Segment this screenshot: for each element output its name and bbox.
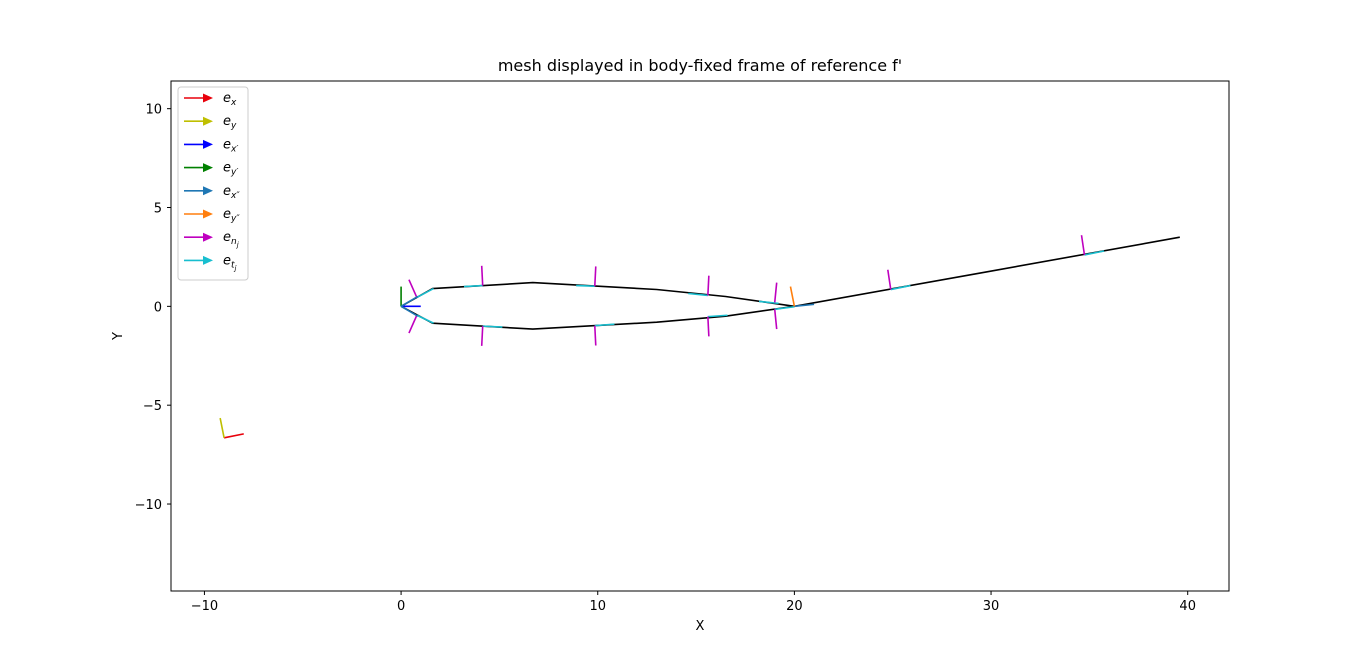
panel-normal-vector-3 [593, 266, 597, 287]
y-tick-label: −10 [135, 498, 162, 513]
x-tick-label: 20 [786, 599, 803, 614]
y-tick-label: −5 [143, 399, 162, 414]
panel-tangent-vector-9 [482, 325, 503, 328]
frame-vector-2 [219, 417, 225, 438]
legend-arrow-head [203, 209, 213, 219]
panel-normal-vector-6 [887, 269, 892, 290]
panel-tangent-vector-6 [890, 284, 911, 291]
panel-normal-vector-7 [1080, 235, 1086, 256]
panel-tangent-vector-10 [594, 323, 615, 327]
panel-tangent-vector-12 [774, 305, 795, 311]
legend-arrow-head [203, 93, 213, 103]
y-axis: −10 −5 0 5 10 [135, 103, 171, 513]
panel-tangent-vector-5 [758, 300, 779, 305]
plot-frame [170, 80, 1230, 592]
legend-arrow-head [203, 255, 213, 265]
panel-tangent-vector-4 [688, 292, 708, 297]
x-axis-label: X [696, 619, 705, 634]
x-tick-label: 30 [983, 599, 1000, 614]
legend-arrow-head [203, 116, 213, 126]
y-tick-label: 10 [145, 103, 162, 118]
panel-normal-vector-10 [593, 325, 597, 346]
panel-normal-vector-9 [480, 326, 484, 346]
x-tick-label: 0 [397, 599, 405, 614]
plot-content [219, 235, 1180, 439]
y-axis-label: Y [111, 332, 126, 341]
panel-normal-vector-11 [707, 316, 710, 337]
x-axis: −10 0 10 20 30 40 [191, 591, 1196, 614]
panel-normal-vector-8 [408, 314, 418, 334]
panel-normal-vector-1 [408, 279, 418, 298]
legend-arrow-head [203, 186, 213, 196]
frame-vector-7 [794, 303, 815, 308]
y-tick-label: 0 [154, 300, 162, 315]
frame-vector-6 [400, 305, 419, 317]
panel-tangent-vector-11 [707, 314, 728, 318]
x-tick-label: 40 [1179, 599, 1196, 614]
chart-title: mesh displayed in body-fixed frame of re… [498, 56, 902, 75]
frame-vector-5 [400, 295, 419, 308]
legend-arrow-head [203, 163, 213, 173]
frame-vector-1 [223, 433, 244, 439]
x-tick-label: −10 [191, 599, 218, 614]
legend-arrow-head [203, 232, 213, 242]
panel-tangent-vector-7 [1084, 250, 1105, 256]
panel-normal-vector-5 [773, 282, 778, 303]
x-tick-label: 10 [589, 599, 606, 614]
frame-vector-8 [789, 286, 796, 307]
legend-box [177, 86, 249, 281]
panel-tangent-vector-2 [463, 284, 483, 288]
panel-normal-vector-2 [480, 265, 484, 286]
panel-tangent-vector-8 [416, 314, 434, 324]
panel-tangent-vector-3 [576, 284, 595, 287]
panel-tangent-vector-1 [416, 287, 434, 299]
panel-normal-vector-12 [773, 309, 778, 330]
legend-arrow-head [203, 139, 213, 149]
panel-normal-vector-4 [707, 275, 710, 296]
y-tick-label: 5 [154, 202, 162, 217]
